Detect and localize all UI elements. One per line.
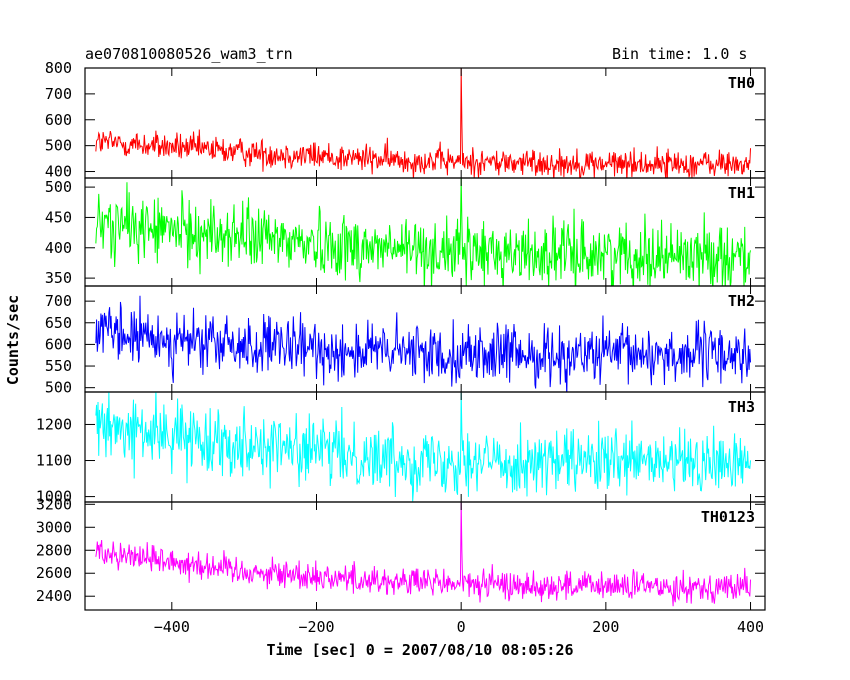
y-tick-label: 650 bbox=[45, 314, 72, 332]
series-th0123 bbox=[95, 502, 752, 607]
series-th3 bbox=[95, 392, 752, 502]
y-tick-label: 500 bbox=[45, 379, 72, 397]
x-tick-label: −200 bbox=[298, 618, 334, 636]
panel-frame bbox=[84, 501, 766, 611]
y-tick-label: 700 bbox=[45, 292, 72, 310]
series-th0 bbox=[95, 68, 752, 178]
x-tick-label: −400 bbox=[154, 618, 190, 636]
panel-label: TH3 bbox=[728, 398, 755, 416]
panel-label: TH2 bbox=[728, 292, 755, 310]
y-tick-label: 1100 bbox=[36, 452, 72, 470]
panel-th3: 1000 1100 1200 TH3 bbox=[36, 391, 766, 506]
y-tick-label: 2800 bbox=[36, 541, 72, 559]
series-th1 bbox=[95, 178, 752, 286]
y-tick-label: 550 bbox=[45, 357, 72, 375]
panel-label: TH0123 bbox=[701, 508, 755, 526]
y-tick-label: 450 bbox=[45, 208, 72, 226]
y-tick-label: 600 bbox=[45, 111, 72, 129]
y-tick-label: 2600 bbox=[36, 564, 72, 582]
y-tick-label: 500 bbox=[45, 137, 72, 155]
y-tick-label: 600 bbox=[45, 335, 72, 353]
x-axis-label: Time [sec] 0 = 2007/08/10 08:05:26 bbox=[266, 641, 573, 659]
y-tick-label: 700 bbox=[45, 85, 72, 103]
y-tick-label: 500 bbox=[45, 178, 72, 196]
y-tick-label: 350 bbox=[45, 269, 72, 287]
x-tick-label: 400 bbox=[737, 618, 764, 636]
panel-th2: 500 550 600 650 700 TH2 bbox=[45, 285, 766, 397]
panel-label: TH1 bbox=[728, 184, 755, 202]
panel-th0123: 2400 2600 2800 3000 3200 TH0123 bbox=[36, 495, 766, 611]
y-tick-label: 800 bbox=[45, 59, 72, 77]
x-tick-label: 200 bbox=[592, 618, 619, 636]
y-tick-label: 1000 bbox=[36, 488, 72, 506]
panel-th0: 400 500 600 700 800 TH0 bbox=[45, 59, 766, 181]
x-tick-label: 0 bbox=[457, 618, 466, 636]
y-tick-label: 400 bbox=[45, 163, 72, 181]
y-tick-label: 400 bbox=[45, 239, 72, 257]
y-axis-label: Counts/sec bbox=[4, 295, 22, 385]
y-tick-label: 1200 bbox=[36, 415, 72, 433]
panel-label: TH0 bbox=[728, 74, 755, 92]
series-th2 bbox=[95, 295, 752, 392]
panel-th1: 350 400 450 500 TH1 bbox=[45, 177, 766, 287]
y-tick-label: 3200 bbox=[36, 495, 72, 513]
y-tick-label: 2400 bbox=[36, 587, 72, 605]
y-tick-label: 3000 bbox=[36, 518, 72, 536]
chart-title: ae070810080526_wam3_trn bbox=[85, 45, 293, 63]
bin-time-label: Bin time: 1.0 s bbox=[612, 45, 748, 63]
